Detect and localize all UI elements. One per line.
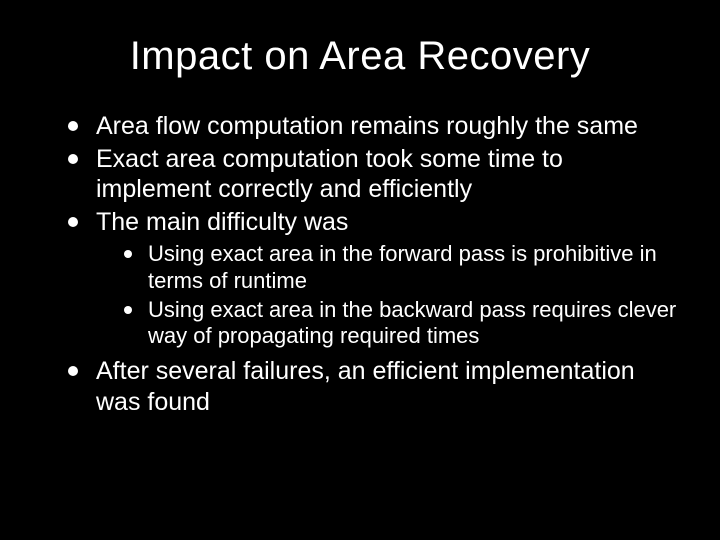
list-item: Exact area computation took some time to…	[68, 144, 680, 205]
list-item: The main difficulty was Using exact area…	[68, 207, 680, 351]
list-item: Area flow computation remains roughly th…	[68, 111, 680, 142]
list-item-text: The main difficulty was	[96, 208, 348, 236]
slide-title: Impact on Area Recovery	[40, 34, 680, 79]
list-item: Using exact area in the backward pass re…	[124, 297, 680, 351]
sub-bullet-list: Using exact area in the forward pass is …	[96, 241, 680, 350]
list-item: After several failures, an efficient imp…	[68, 356, 680, 417]
slide-container: Impact on Area Recovery Area flow comput…	[0, 0, 720, 540]
list-item: Using exact area in the forward pass is …	[124, 241, 680, 295]
bullet-list: Area flow computation remains roughly th…	[40, 111, 680, 417]
